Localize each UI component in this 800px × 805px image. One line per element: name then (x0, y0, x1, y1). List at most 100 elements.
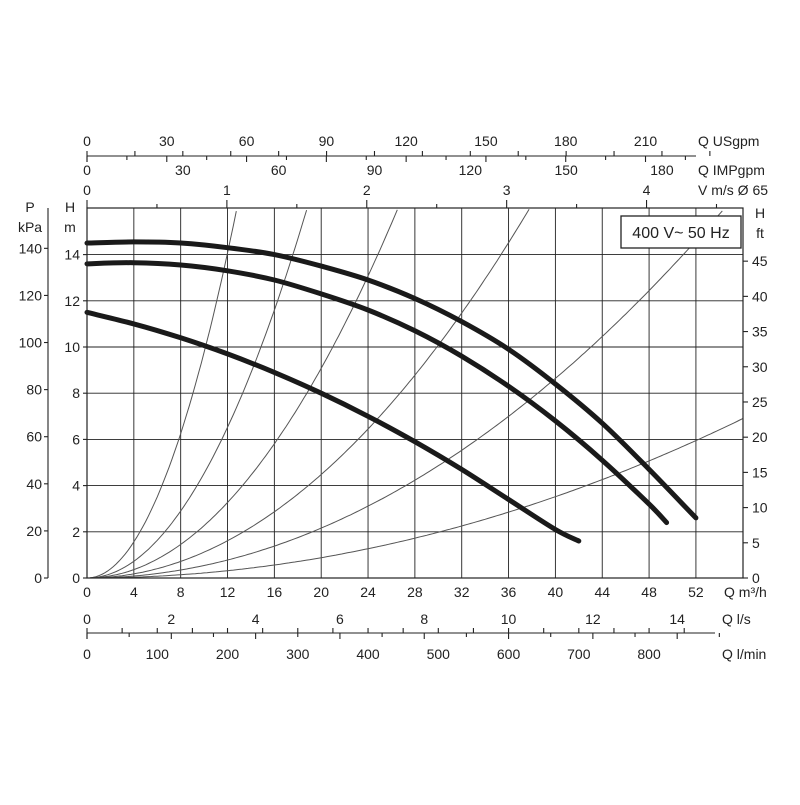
ls-tick-label: 4 (252, 611, 260, 627)
head-ft-axis-label-ft: ft (756, 225, 764, 241)
system-curve (87, 209, 530, 579)
system-curve (87, 210, 723, 579)
velocity-tick-label: 1 (223, 182, 231, 198)
velocity-axis-label: V m/s Ø 65 (698, 182, 768, 198)
head-m-tick-label: 6 (72, 431, 80, 447)
head-m-tick-label: 14 (64, 247, 80, 263)
system-curve (86, 211, 237, 579)
pressure-tick-label: 80 (26, 382, 42, 398)
grid (87, 208, 743, 578)
system-curve (87, 209, 398, 579)
head-ft-tick-label: 25 (752, 394, 768, 410)
lmin-tick-label: 300 (286, 646, 310, 662)
x-tick-label: 52 (688, 584, 704, 600)
usgpm-tick-label: 60 (239, 133, 255, 149)
impgpm-tick-label: 60 (271, 162, 287, 178)
lmin-tick-label: 200 (216, 646, 240, 662)
x-tick-label: 16 (267, 584, 283, 600)
pressure-tick-label: 140 (19, 240, 43, 256)
head-m-tick-label: 12 (64, 293, 80, 309)
x-tick-label: 44 (594, 584, 610, 600)
head-m-axis-label-m: m (64, 219, 76, 235)
velocity-tick-label: 3 (503, 182, 511, 198)
x-tick-label: 40 (548, 584, 564, 600)
usgpm-axis-label: Q USgpm (698, 133, 759, 149)
head-ft-tick-label: 45 (752, 253, 768, 269)
pressure-axis-label-p: P (25, 199, 34, 215)
pressure-tick-label: 20 (26, 523, 42, 539)
x-tick-label: 32 (454, 584, 470, 600)
impgpm-axis-label: Q IMPgpm (698, 162, 765, 178)
x-tick-label: 48 (641, 584, 657, 600)
usgpm-tick-label: 120 (394, 133, 418, 149)
usgpm-tick-label: 30 (159, 133, 175, 149)
x-tick-label: 0 (83, 584, 91, 600)
impgpm-tick-label: 30 (175, 162, 191, 178)
pump-curves (84, 239, 699, 544)
usgpm-tick-label: 90 (319, 133, 335, 149)
ls-tick-label: 6 (336, 611, 344, 627)
system-curve (87, 418, 744, 579)
head-ft-tick-label: 5 (752, 535, 760, 551)
impgpm-tick-label: 90 (367, 162, 383, 178)
title-box (620, 215, 742, 249)
velocity-tick-label: 0 (83, 182, 91, 198)
pressure-tick-label: 100 (19, 335, 43, 351)
pressure-tick-label: 60 (26, 429, 42, 445)
head-ft-tick-label: 35 (752, 324, 768, 340)
impgpm-tick-label: 180 (650, 162, 674, 178)
ls-tick-label: 8 (420, 611, 428, 627)
pressure-tick-label: 40 (26, 476, 42, 492)
velocity-tick-label: 4 (643, 182, 651, 198)
x-tick-label: 8 (177, 584, 185, 600)
head-m-tick-label: 4 (72, 478, 80, 494)
head-ft-tick-label: 40 (752, 288, 768, 304)
x-tick-label: 20 (313, 584, 329, 600)
head-m-tick-label: 0 (72, 570, 80, 586)
lmin-tick-label: 500 (427, 646, 451, 662)
head-m-tick-label: 10 (64, 339, 80, 355)
head-m-axis-label-h: H (65, 199, 75, 215)
lmin-tick-label: 800 (637, 646, 661, 662)
ls-tick-label: 10 (501, 611, 517, 627)
head-ft-tick-label: 0 (752, 570, 760, 586)
ls-tick-label: 2 (167, 611, 175, 627)
pressure-tick-label: 120 (19, 287, 43, 303)
pump-curve-3 (84, 309, 582, 544)
lmin-tick-label: 0 (83, 646, 91, 662)
pressure-tick-label: 0 (34, 570, 42, 586)
usgpm-tick-label: 150 (474, 133, 498, 149)
lmin-tick-label: 400 (356, 646, 380, 662)
pump-curve-2 (84, 260, 670, 526)
pump-curve-1 (84, 239, 699, 521)
x-tick-label: 28 (407, 584, 423, 600)
ls-tick-label: 12 (585, 611, 601, 627)
pressure-axis-label-kpa: kPa (18, 219, 42, 235)
head-m-tick-label: 2 (72, 524, 80, 540)
impgpm-tick-label: 0 (83, 162, 91, 178)
usgpm-tick-label: 210 (634, 133, 658, 149)
x-main-axis-label: Q m³/h (724, 584, 767, 600)
x-tick-label: 12 (220, 584, 236, 600)
system-curves (86, 209, 744, 579)
x-tick-label: 4 (130, 584, 138, 600)
impgpm-tick-label: 150 (554, 162, 578, 178)
head-ft-axis-label-h: H (755, 205, 765, 221)
head-ft-tick-label: 20 (752, 429, 768, 445)
head-ft-tick-label: 15 (752, 464, 768, 480)
x-tick-label: 36 (501, 584, 517, 600)
system-curve (86, 209, 308, 579)
ls-axis-label: Q l/s (722, 611, 751, 627)
velocity-tick-label: 2 (363, 182, 371, 198)
lmin-tick-label: 100 (146, 646, 170, 662)
ls-tick-label: 0 (83, 611, 91, 627)
usgpm-tick-label: 180 (554, 133, 578, 149)
head-ft-tick-label: 10 (752, 500, 768, 516)
usgpm-tick-label: 0 (83, 133, 91, 149)
lmin-tick-label: 600 (497, 646, 521, 662)
impgpm-tick-label: 120 (459, 162, 483, 178)
x-tick-label: 24 (360, 584, 376, 600)
chart-title: 400 V~ 50 Hz (632, 225, 729, 242)
head-m-tick-label: 8 (72, 385, 80, 401)
